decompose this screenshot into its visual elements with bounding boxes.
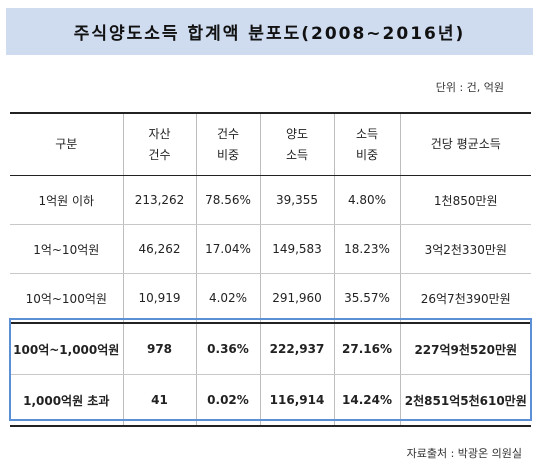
cell-asset-count: 978 [122,322,197,375]
cell-category: 1,000억원 초과 [10,374,124,427]
header-transfer-income-line2: 소득 [285,147,309,162]
header-average-income: 건당 평균소득 [399,112,531,176]
header-category-line1: 구분 [55,137,78,151]
header-count-share-line1: 건수 [216,126,240,141]
cell-average-income: 3억2천330만원 [399,224,531,274]
cell-category: 100억~1,000억원 [10,322,124,375]
cell-category: 10억~100억원 [10,273,124,324]
source-note: 자료출처 : 박광온 의원실 [406,447,522,460]
distribution-table: 구분 자산 건수 건수 비중 양도 소득 소득 비중 건당 평균소득 1억원 이하 21… [10,112,531,427]
cell-income-share: 4.80% [333,175,401,225]
table-header-row: 구분 자산 건수 건수 비중 양도 소득 소득 비중 건당 평균소득 [10,112,531,176]
header-income-share-line1: 소득 [355,126,379,141]
cell-count-share: 78.56% [195,175,261,225]
cell-count-share: 4.02% [195,273,261,324]
cell-count-share: 17.04% [195,224,261,274]
header-category: 구분 [10,112,124,176]
table-row: 1억원 이하 213,262 78.56% 39,355 4.80% 1천850… [10,175,531,225]
header-income-share-line2: 비중 [355,147,379,162]
cell-count-share: 0.36% [195,322,261,375]
cell-average-income: 227억9천520만원 [399,322,531,375]
header-average-income-line1: 건당 평균소득 [430,137,501,151]
cell-income-share: 35.57% [333,273,401,324]
title-banner: 주식양도소득 합계액 분포도(2008~2016년) [6,8,533,55]
cell-asset-count: 10,919 [122,273,197,324]
cell-income-share: 27.16% [333,322,401,375]
header-asset-count-line1: 자산 [148,126,171,141]
cell-income-share: 18.23% [333,224,401,274]
cell-transfer-income: 149,583 [259,224,335,274]
cell-asset-count: 41 [122,374,197,427]
unit-note: 단위 : 건, 억원 [435,81,504,94]
cell-transfer-income: 39,355 [259,175,335,225]
table-row-highlighted: 100억~1,000억원 978 0.36% 222,937 27.16% 22… [10,322,531,375]
cell-asset-count: 213,262 [122,175,197,225]
cell-asset-count: 46,262 [122,224,197,274]
cell-count-share: 0.02% [195,374,261,427]
cell-category: 1억원 이하 [10,175,124,225]
table-row-highlighted: 1,000억원 초과 41 0.02% 116,914 14.24% 2천851… [10,374,531,427]
table-row: 1억~10억원 46,262 17.04% 149,583 18.23% 3억2… [10,224,531,274]
cell-category: 1억~10억원 [10,224,124,274]
header-transfer-income-line1: 양도 [285,126,309,141]
cell-average-income: 2천851억5천610만원 [399,374,531,427]
cell-average-income: 26억7천390만원 [399,273,531,324]
cell-average-income: 1천850만원 [399,175,531,225]
cell-transfer-income: 291,960 [259,273,335,324]
header-asset-count-line2: 건수 [148,147,171,162]
table-row: 10억~100억원 10,919 4.02% 291,960 35.57% 26… [10,273,531,324]
cell-income-share: 14.24% [333,374,401,427]
page-title: 주식양도소득 합계액 분포도(2008~2016년) [73,24,466,44]
cell-transfer-income: 222,937 [259,322,335,375]
cell-transfer-income: 116,914 [259,374,335,427]
header-count-share-line2: 비중 [216,147,240,162]
